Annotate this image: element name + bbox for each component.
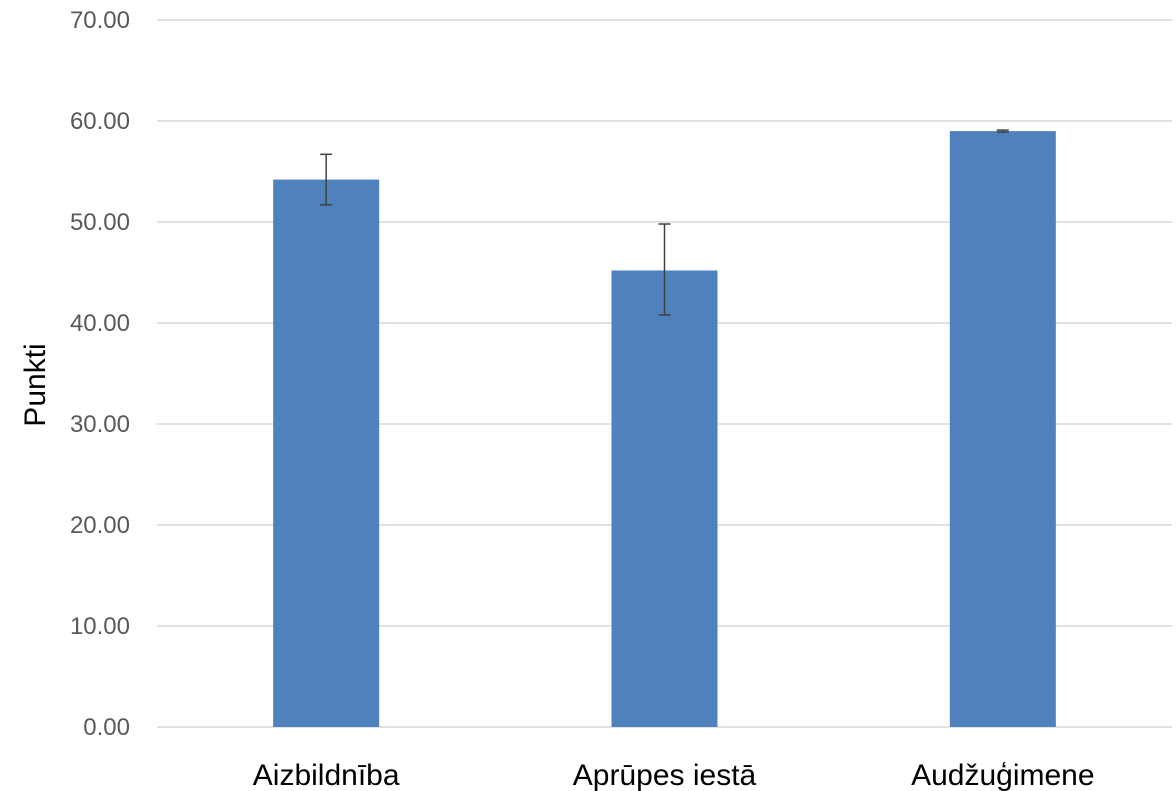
y-tick-label: 0.00 bbox=[83, 714, 130, 741]
x-category-label: Aizbildnība bbox=[253, 759, 400, 791]
y-tick-label: 40.00 bbox=[70, 310, 130, 337]
y-axis-ticks: 0.00 10.00 20.00 30.00 40.00 50.00 60.00 70.00 bbox=[70, 7, 130, 741]
y-tick-label: 30.00 bbox=[70, 411, 130, 438]
bar bbox=[273, 179, 380, 727]
y-axis-title: Punkti bbox=[19, 343, 52, 426]
error-bars bbox=[320, 129, 1009, 316]
bar bbox=[949, 131, 1056, 728]
y-tick-label: 50.00 bbox=[70, 209, 130, 236]
bar bbox=[611, 270, 718, 727]
x-category-label: Audžuģimene bbox=[911, 759, 1094, 791]
y-tick-label: 20.00 bbox=[70, 512, 130, 539]
y-tick-label: 60.00 bbox=[70, 108, 130, 135]
x-axis-categories: Aizbildnība Aprūpes iestā Audžuģimene bbox=[253, 759, 1095, 791]
y-tick-label: 70.00 bbox=[70, 7, 130, 34]
x-category-label: Aprūpes iestā bbox=[573, 759, 757, 791]
bars bbox=[273, 131, 1056, 728]
y-tick-label: 10.00 bbox=[70, 613, 130, 640]
